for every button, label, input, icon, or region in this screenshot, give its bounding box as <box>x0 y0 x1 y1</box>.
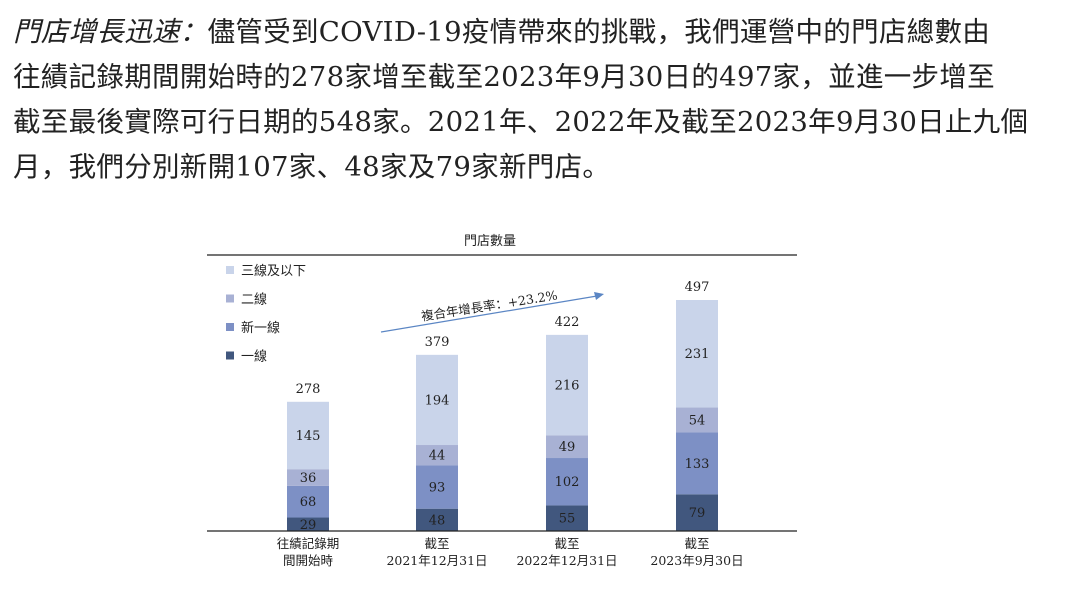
legend-swatch-new-tier1 <box>226 323 234 331</box>
bar-segment-tier2-2 <box>416 445 458 466</box>
total-label-4: 497 <box>685 280 710 295</box>
legend-label-tier2: 二線 <box>241 292 267 308</box>
bar-segment-tier2-3 <box>546 435 588 459</box>
bar-segment-new-tier1-1 <box>287 485 329 518</box>
value-label-tier3-and-below-1: 145 <box>296 429 321 444</box>
bar-segment-tier3-and-below-2 <box>416 354 458 446</box>
x-axis-labels: 往績記錄期間開始時截至2021年12月31日截至2022年12月31日截至202… <box>277 536 744 568</box>
legend-label-tier3-and-below: 三線及以下 <box>241 263 306 279</box>
bar-segment-new-tier1-4 <box>676 432 718 495</box>
bar-group: 29 68 36 145 278 48 93 44 194 379 55 102 49 216 422 79 1… <box>287 280 718 533</box>
paragraph-line-3: 截至最後實際可行日期的548家。2021年、2022年及截至2023年9月30日… <box>13 106 1029 138</box>
category-label-4-line-2: 2023年9月30日 <box>650 553 743 568</box>
growth-arrow-line <box>380 295 598 333</box>
value-label-tier1-2: 48 <box>429 513 446 528</box>
value-label-tier3-and-below-2: 194 <box>425 393 450 408</box>
legend-swatch-tier2 <box>226 294 234 303</box>
bar-segment-tier1-4 <box>676 494 718 531</box>
bar-segment-new-tier1-3 <box>546 458 588 506</box>
growth-arrowhead <box>594 292 604 300</box>
value-label-new-tier1-2: 93 <box>429 481 446 496</box>
value-label-tier2-4: 54 <box>689 413 706 428</box>
bar-segment-tier1-3 <box>546 505 588 531</box>
bar-segment-tier3-and-below-1 <box>287 401 329 470</box>
bar-segment-tier1-2 <box>416 508 458 531</box>
legend-swatch-tier1 <box>226 351 234 360</box>
value-label-tier2-2: 44 <box>429 449 446 464</box>
paragraph-line-1: 門店增長迅速：儘管受到COVID-19疫情帶來的挑戰，我們運營中的門店總數由 <box>13 10 1069 55</box>
bar-segment-tier3-and-below-4 <box>676 300 718 408</box>
legend-label-new-tier1: 新一線 <box>241 320 280 336</box>
value-label-new-tier1-1: 68 <box>300 495 317 510</box>
value-label-tier3-and-below-4: 231 <box>685 347 710 362</box>
paragraph-line-2: 往績記錄期間開始時的278家增至截至2023年9月30日的497家，並進一步增至 <box>13 61 995 93</box>
total-label-1: 278 <box>296 382 321 397</box>
paragraph-line-4: 月，我們分別新開107家、48家及79家新門店。 <box>13 151 611 183</box>
category-label-2-line-2: 2021年12月31日 <box>386 553 487 568</box>
category-label-2-line-1: 截至 <box>424 536 449 551</box>
category-label-1-line-1: 往績記錄期 <box>277 536 340 551</box>
bar-segment-new-tier1-2 <box>416 465 458 509</box>
legend-label-tier1: 一線 <box>241 349 267 365</box>
paragraph-line-1-text: 儘管受到COVID-19疫情帶來的挑戰，我們運營中的門店總數由 <box>207 16 991 48</box>
value-label-tier1-1: 29 <box>300 518 317 533</box>
value-label-new-tier1-4: 133 <box>685 457 710 472</box>
bar-segment-tier1-1 <box>287 517 329 531</box>
total-label-3: 422 <box>555 315 580 330</box>
intro-paragraph: 門店增長迅速：儘管受到COVID-19疫情帶來的挑戰，我們運營中的門店總數由 往… <box>13 10 1069 190</box>
value-label-tier3-and-below-3: 216 <box>555 379 580 394</box>
legend-swatch-tier3-and-below <box>226 266 234 274</box>
bar-segment-tier2-4 <box>676 407 718 433</box>
total-label-2: 379 <box>425 335 450 350</box>
category-label-1-line-2: 間開始時 <box>283 553 334 568</box>
category-label-3-line-1: 截至 <box>554 536 579 551</box>
value-label-new-tier1-3: 102 <box>555 475 580 490</box>
category-label-4-line-1: 截至 <box>684 536 709 551</box>
paragraph-lead: 門店增長迅速： <box>13 16 208 48</box>
value-label-tier2-1: 36 <box>300 471 317 486</box>
value-label-tier1-4: 79 <box>689 506 706 521</box>
category-label-3-line-2: 2022年12月31日 <box>516 553 617 568</box>
value-label-tier1-3: 55 <box>559 512 576 527</box>
value-label-tier2-3: 49 <box>559 440 576 455</box>
bar-segment-tier3-and-below-3 <box>546 334 588 436</box>
chart-title: 門店數量 <box>464 234 516 249</box>
bar-segment-tier2-1 <box>287 469 329 486</box>
